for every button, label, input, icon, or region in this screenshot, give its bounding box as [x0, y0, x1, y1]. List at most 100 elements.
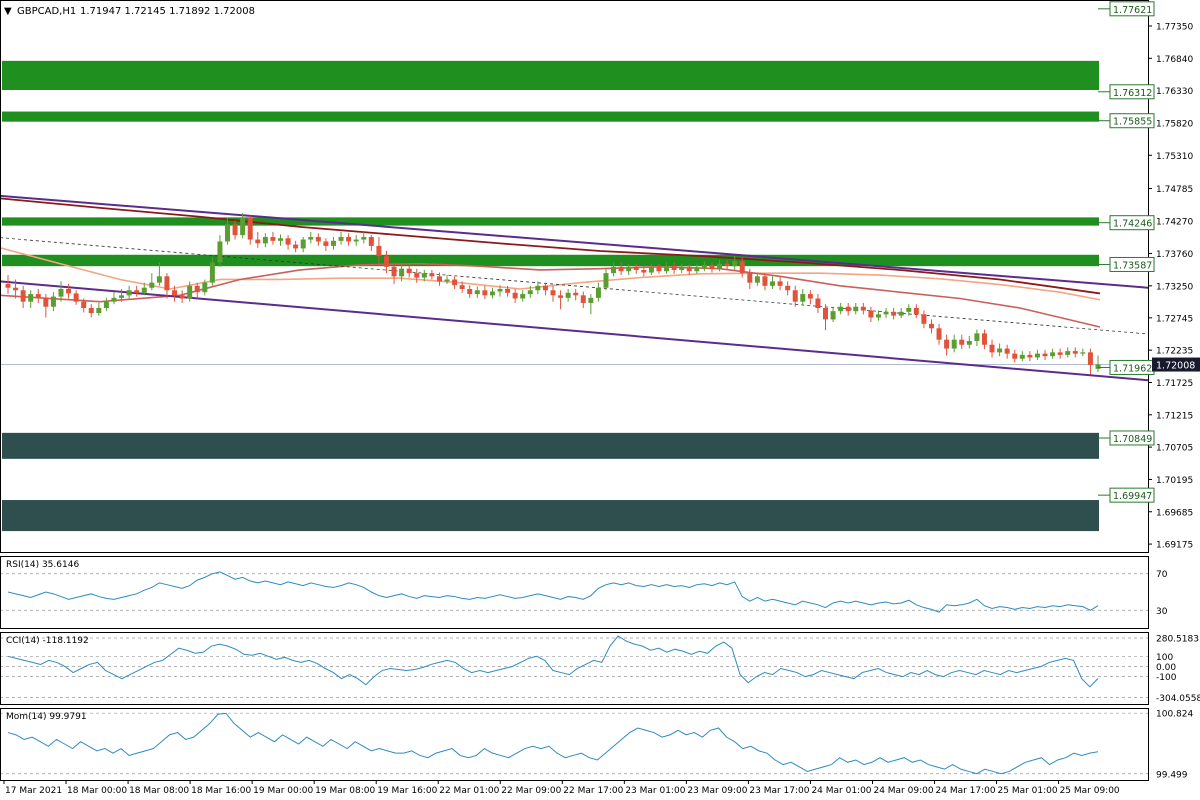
candle-body [830, 311, 836, 320]
price-pane[interactable] [0, 60, 1149, 532]
price-tick-label: 1.72235 [1156, 347, 1193, 357]
candle-body [66, 288, 72, 294]
candle-body [119, 295, 125, 298]
candle-body [96, 308, 102, 314]
candle-body [701, 264, 707, 268]
candle-body [656, 267, 662, 272]
candle-body [1004, 348, 1010, 354]
candle-body [709, 264, 715, 269]
price-tick-label: 1.71215 [1156, 411, 1193, 421]
candle-body [368, 237, 374, 246]
candle-body [482, 290, 488, 296]
candle-body [474, 290, 480, 295]
candle-body [974, 333, 980, 341]
candle-body [338, 237, 344, 241]
candle-body [88, 308, 94, 314]
time-tick-label: 24 Mar 09:00 [873, 786, 933, 796]
price-tick-label: 1.74785 [1156, 185, 1193, 195]
candle-body [308, 237, 314, 240]
candle-body [739, 261, 745, 274]
level-label-box [1109, 1, 1155, 17]
candle-body [959, 339, 965, 345]
time-tick-label: 22 Mar 01:00 [439, 786, 499, 796]
time-tick-label: 22 Mar 17:00 [563, 786, 623, 796]
candle-body [436, 276, 442, 282]
candle-body [679, 266, 685, 270]
candle-body [732, 261, 738, 267]
price-tick-label: 1.75820 [1156, 119, 1193, 129]
candle-body [421, 273, 427, 278]
candle-body [717, 263, 723, 269]
candle-body [194, 285, 200, 293]
candle-body [664, 266, 670, 272]
time-tick-label: 25 Mar 09:00 [1060, 786, 1120, 796]
candle-body [535, 285, 541, 291]
mom-pane[interactable]: 100.824 99.499 [0, 710, 1193, 781]
candle-body [300, 239, 306, 249]
candle-body [754, 276, 760, 283]
candle-body [770, 281, 776, 286]
candle-body [255, 239, 261, 244]
candle-body [512, 292, 518, 299]
candle-body [1065, 351, 1071, 355]
candle-body [444, 279, 450, 282]
candle-body [868, 310, 874, 318]
candle-body [989, 344, 995, 353]
candle-body [126, 290, 132, 296]
mom-label: Mom(14) 99.9791 [6, 712, 87, 722]
candle-body [217, 241, 223, 263]
candle-body [1034, 353, 1040, 358]
level-label-box [1109, 256, 1155, 272]
candle-body [588, 297, 594, 303]
candle-body [1042, 353, 1048, 357]
current-price-label: 1.72008 [1156, 361, 1195, 372]
rsi-pane[interactable]: 70 30 [0, 570, 1168, 617]
rsi-level-label: 70 [1156, 570, 1168, 580]
candle-body [452, 279, 458, 286]
time-tick-label: 22 Mar 09:00 [501, 786, 561, 796]
candle-body [73, 293, 79, 302]
zone-5 [2, 500, 1099, 532]
candle-body [823, 308, 828, 320]
candle-body [505, 288, 511, 293]
candle-body [641, 269, 647, 273]
price-tick-label: 1.69175 [1156, 541, 1193, 551]
ma-mid-line [0, 262, 1101, 328]
candle-body [595, 287, 601, 298]
level-label: 1.73587 [1113, 260, 1152, 271]
time-tick-label: 17 Mar 2021 [5, 786, 62, 796]
candle-body [648, 267, 654, 273]
candle-body [883, 311, 889, 315]
price-tick-label: 1.73250 [1156, 282, 1193, 292]
candle-body [353, 239, 359, 242]
candle-body [807, 294, 813, 299]
symbol-title: GBPCAD,H1 [17, 6, 76, 17]
price-frame [0, 0, 1149, 553]
candle-body [527, 290, 533, 295]
level-label-box [1109, 84, 1155, 100]
candle-body [838, 306, 844, 312]
candle-body [565, 292, 571, 298]
dropdown-triangle-icon[interactable]: ▼ [4, 6, 12, 17]
candle-body [800, 294, 806, 302]
candle-body [489, 291, 495, 296]
candle-body [1050, 352, 1056, 357]
candle-body [429, 273, 435, 277]
cci-level-label: 100 [1156, 653, 1173, 663]
current-price-tag [1152, 357, 1200, 372]
time-tick-label: 23 Mar 09:00 [687, 786, 747, 796]
candle-body [13, 287, 19, 291]
candle-body [875, 314, 881, 318]
candle-body [209, 262, 215, 283]
level-label: 1.69947 [1113, 491, 1152, 502]
candle-body [815, 298, 821, 309]
candle-body [671, 266, 677, 270]
level-label: 1.75855 [1113, 117, 1152, 128]
candle-body [633, 266, 639, 270]
candle-body [626, 266, 632, 272]
candle-body [762, 276, 768, 286]
level-label-box [1109, 487, 1155, 503]
candle-body [134, 290, 140, 293]
